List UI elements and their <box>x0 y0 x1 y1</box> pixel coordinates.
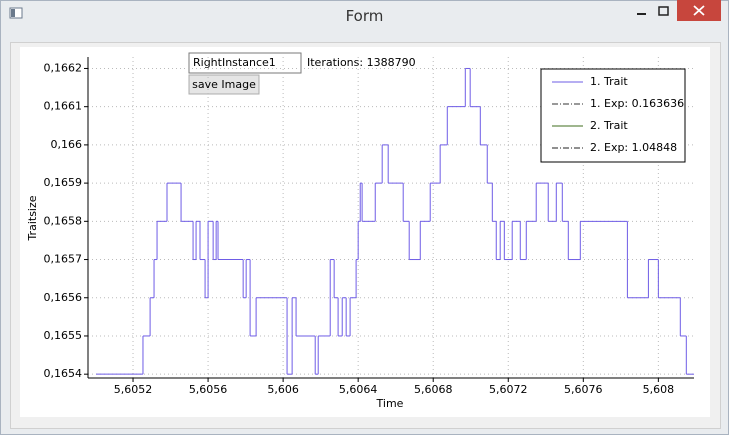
x-tick-label: 5,6056 <box>189 383 228 396</box>
y-tick-label: 0,1662 <box>44 61 83 74</box>
legend-label: 1. Exp: 0.163636 <box>590 97 684 110</box>
instance-input-text: RightInstance1 <box>193 56 276 69</box>
iterations-label: Iterations: 1388790 <box>307 56 416 69</box>
close-icon <box>693 5 705 16</box>
x-tick-label: 5,6068 <box>414 383 453 396</box>
save-button-label: save Image <box>192 78 256 91</box>
x-tick-label: 5,606 <box>267 383 299 396</box>
app-icon <box>9 7 23 19</box>
x-axis-label: Time <box>376 397 404 410</box>
y-tick-label: 0,1657 <box>44 253 83 266</box>
save-button[interactable] <box>188 74 260 95</box>
x-tick-label: 5,6076 <box>564 383 603 396</box>
y-tick-label: 0,166 <box>51 138 83 151</box>
maximize-button[interactable] <box>658 6 669 16</box>
y-tick-label: 0,1661 <box>44 100 83 113</box>
y-tick-label: 0,1659 <box>44 176 83 189</box>
x-tick-label: 5,6072 <box>489 383 528 396</box>
window-title: Form <box>345 7 384 25</box>
app-icon-bar <box>11 9 15 17</box>
x-tick-label: 5,6052 <box>114 383 153 396</box>
legend-label: 2. Trait <box>590 119 628 132</box>
y-tick-label: 0,1654 <box>44 367 83 380</box>
y-tick-label: 0,1658 <box>44 214 83 227</box>
y-axis-label: Traitsize <box>26 195 39 241</box>
legend-label: 1. Trait <box>590 75 628 88</box>
legend-label: 2. Exp: 1.04848 <box>590 141 677 154</box>
y-tick-label: 0,1656 <box>44 291 83 304</box>
x-tick-label: 5,608 <box>643 383 675 396</box>
legend-box <box>540 68 686 163</box>
y-tick-label: 0,1655 <box>44 329 83 342</box>
x-tick-label: 5,6064 <box>339 383 378 396</box>
